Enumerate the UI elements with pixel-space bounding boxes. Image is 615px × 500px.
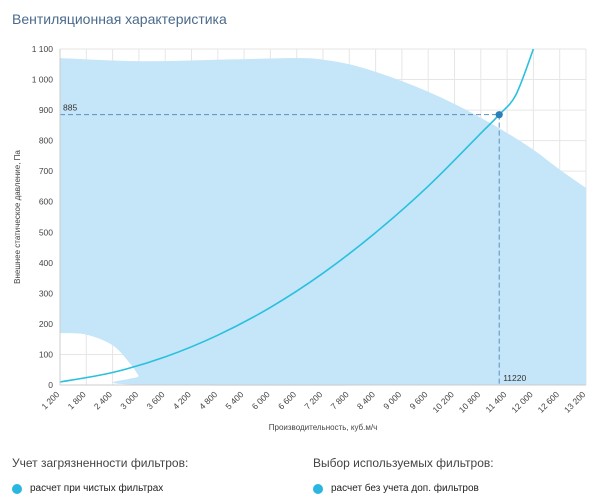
x-tick-label: 3 600 [144, 389, 166, 411]
x-tick-label: 3 000 [118, 389, 140, 411]
x-tick-label: 11 400 [484, 389, 509, 414]
filter-selection-heading: Выбор используемых фильтров: [313, 456, 494, 470]
x-tick-label: 13 200 [562, 389, 588, 415]
clean-filters-option[interactable]: расчет при чистых фильтрах [12, 483, 188, 494]
x-tick-label: 12 000 [509, 389, 535, 415]
x-tick-label: 9 600 [407, 389, 429, 411]
radio-dot-icon [313, 483, 323, 494]
operating-point-marker [495, 111, 503, 119]
no-extra-filters-option[interactable]: расчет без учета доп. фильтров [313, 483, 494, 494]
y-tick-label: 900 [39, 105, 53, 115]
x-tick-label: 6 600 [276, 389, 298, 411]
x-tick-label: 10 200 [430, 389, 456, 415]
y-tick-label: 300 [39, 288, 53, 298]
filter-contamination-legend: Учет загрязненности фильтров: расчет при… [12, 456, 188, 494]
filter-selection-legend: Выбор используемых фильтров: расчет без … [313, 456, 494, 494]
y-tick-label: 100 [39, 349, 53, 359]
y-tick-label: 1 000 [32, 75, 54, 85]
operating-flow-label: 11220 [503, 373, 526, 383]
x-tick-label: 4 200 [171, 389, 193, 411]
x-tick-label: 7 800 [329, 389, 351, 411]
x-tick-label: 10 800 [457, 389, 483, 415]
x-tick-label: 1 800 [66, 389, 88, 411]
ventilation-chart: 885 11220 0 100 200 300 400 500 600 700 800 900 1 0… [13, 44, 588, 432]
x-tick-label: 5 400 [223, 389, 245, 411]
x-tick-label: 12 600 [536, 389, 562, 415]
operating-pressure-label: 885 [63, 103, 77, 113]
y-tick-label: 600 [39, 197, 53, 207]
clean-filters-label: расчет при чистых фильтрах [30, 483, 164, 494]
y-tick-label: 700 [39, 166, 53, 176]
operating-area [60, 58, 586, 386]
y-tick-label: 800 [39, 136, 53, 146]
x-tick-label: 2 400 [92, 389, 114, 411]
y-tick-label: 200 [39, 319, 53, 329]
y-tick-label: 400 [39, 258, 53, 268]
y-tick-label: 500 [39, 227, 53, 237]
operating-area-fill [60, 58, 586, 386]
y-tick-label: 0 [48, 380, 53, 390]
x-tick-label: 4 800 [197, 389, 219, 411]
radio-dot-icon [12, 483, 22, 494]
x-tick-label: 1 200 [39, 389, 61, 411]
y-axis-title: Внешнее статическое давление, Па [13, 150, 22, 284]
operating-point-guides: 885 11220 [60, 103, 526, 385]
x-tick-label: 8 400 [355, 389, 377, 411]
filter-contamination-heading: Учет загрязненности фильтров: [12, 456, 189, 470]
y-tick-label: 1 100 [32, 44, 54, 54]
x-tick-label: 9 000 [381, 389, 403, 411]
x-tick-label: 7 200 [302, 389, 324, 411]
no-extra-filters-label: расчет без учета доп. фильтров [331, 483, 479, 494]
page-title: Вентиляционная характеристика [12, 11, 227, 27]
x-axis-title: Производительность, куб.м/ч [269, 423, 377, 432]
x-tick-label: 6 000 [250, 389, 272, 411]
